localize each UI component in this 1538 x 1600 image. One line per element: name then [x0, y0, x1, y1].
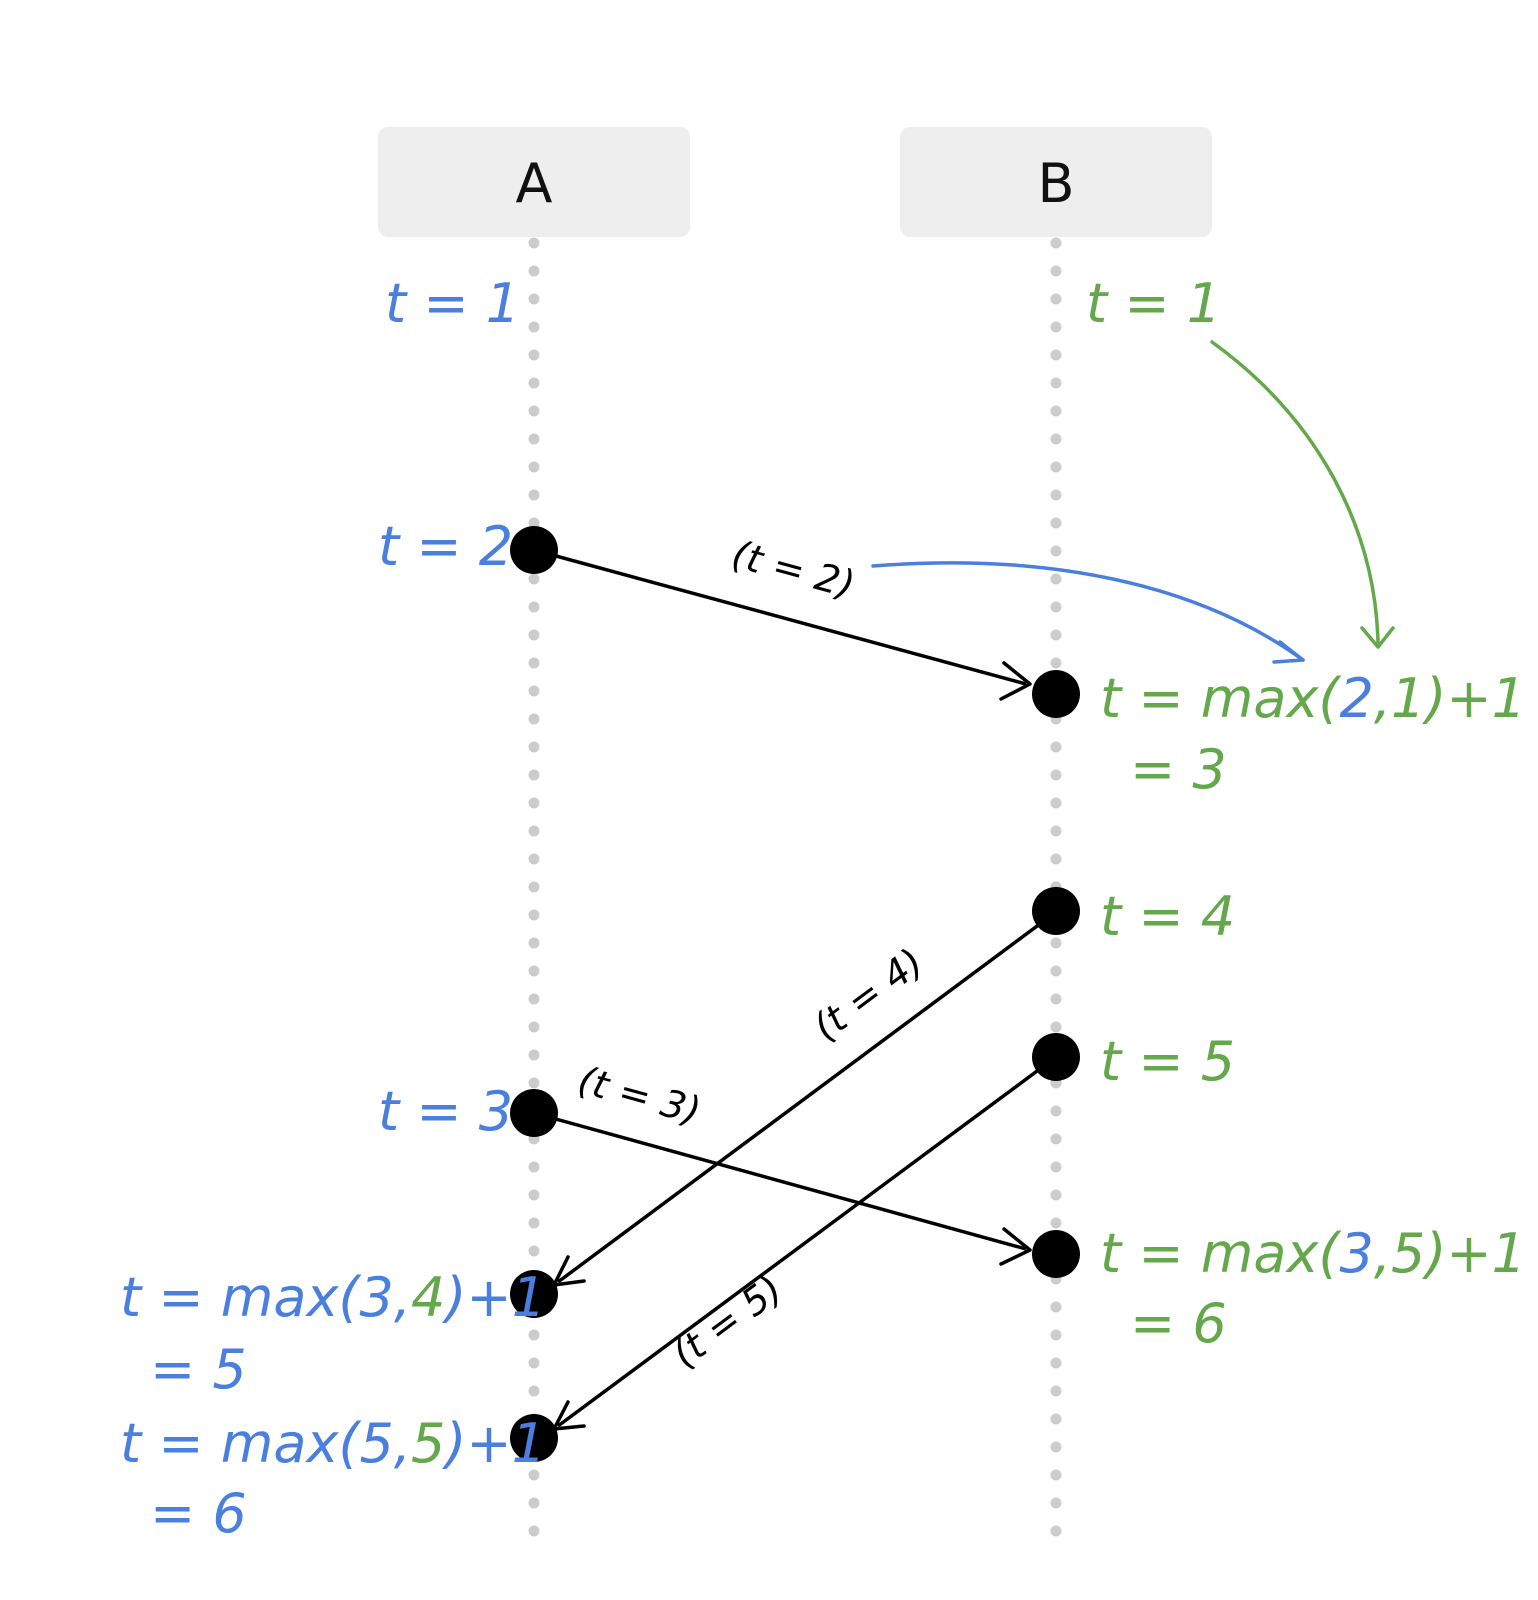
- svg-text:= 3: = 3: [1130, 738, 1227, 801]
- message-label-1: (t = 2): [727, 532, 859, 607]
- svg-text:= 6: = 6: [150, 1482, 247, 1545]
- event-a-receive-1: [510, 1270, 558, 1318]
- timestamp-a-3: t = 3: [378, 1080, 513, 1143]
- process-a-name: A: [516, 152, 553, 215]
- timestamp-b-1: t = 1: [1086, 272, 1221, 335]
- message-label-3: (t = 5): [664, 1267, 790, 1377]
- svg-text:t = max(2,1)+1: t = max(2,1)+1: [1100, 667, 1526, 730]
- svg-text:t = max(3,5)+1: t = max(3,5)+1: [1100, 1222, 1526, 1285]
- event-b-send-2: [1032, 1033, 1080, 1081]
- influence-curve-green: [1210, 340, 1395, 649]
- timestamp-a-1: t = 1: [385, 272, 520, 335]
- process-a-header: A: [378, 127, 690, 237]
- timestamp-b-receive-2: t = max(3,5)+1 = 6: [1100, 1222, 1526, 1355]
- svg-text:t = max(5,5)+1: t = max(5,5)+1: [120, 1412, 546, 1475]
- process-b-header: B: [900, 127, 1212, 237]
- message-a-to-b-1: [533, 548, 1032, 701]
- process-b-name: B: [1037, 152, 1074, 215]
- event-a-send-1: [510, 526, 558, 574]
- event-b-receive-2: [1032, 1230, 1080, 1278]
- event-a-send-2: [510, 1089, 558, 1137]
- event-a-receive-2: [510, 1414, 558, 1462]
- timestamp-b-5: t = 5: [1100, 1030, 1235, 1093]
- svg-text:= 5: = 5: [150, 1338, 247, 1401]
- timestamp-b-receive-1: t = max(2,1)+1 = 3: [1100, 667, 1526, 801]
- influence-curve-blue: [871, 561, 1305, 664]
- message-a-to-b-2: [533, 1111, 1032, 1266]
- timestamp-b-4: t = 4: [1100, 885, 1235, 948]
- message-label-4: (t = 3): [573, 1058, 705, 1134]
- timestamp-a-receive-2: t = max(5,5)+1 = 6: [120, 1412, 546, 1545]
- svg-text:= 6: = 6: [1130, 1292, 1227, 1355]
- event-b-send-1: [1032, 887, 1080, 935]
- svg-text:t = max(3,4)+1: t = max(3,4)+1: [120, 1266, 546, 1329]
- message-label-2: (t = 4): [805, 940, 931, 1050]
- timestamp-a-receive-1: t = max(3,4)+1 = 5: [120, 1266, 546, 1401]
- timestamp-a-2: t = 2: [378, 515, 513, 578]
- event-b-receive-1: [1032, 670, 1080, 718]
